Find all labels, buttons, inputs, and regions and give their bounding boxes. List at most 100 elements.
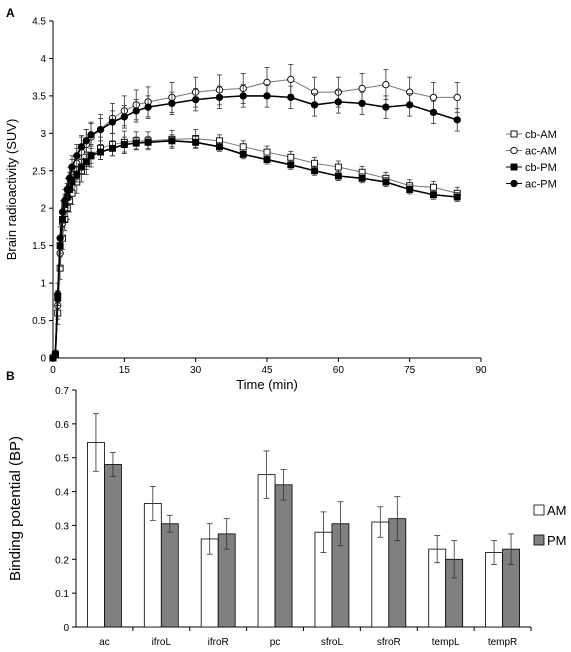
panel-a-point	[287, 153, 295, 161]
panel-a-point	[310, 101, 319, 109]
panel-a-point	[429, 191, 437, 199]
panel-a-point	[239, 143, 247, 151]
panel-a-point	[287, 161, 295, 169]
panel-a-point	[168, 137, 176, 145]
panel-a-point	[406, 101, 414, 109]
panel-b-label: B	[6, 369, 15, 383]
panel-a-point	[51, 350, 60, 358]
panel-a-point	[192, 95, 200, 104]
panel-b-category-label: sfroL	[321, 637, 344, 648]
panel-b-chart: 0 0.1 0.2 0.3 0.4 0.5 0.6 0.7 ac ifroL ifroR pc sfro…	[7, 386, 567, 648]
panel-b-legend-swatch	[533, 504, 545, 516]
panel-a-point	[287, 75, 295, 84]
panel-a-point	[239, 92, 247, 100]
panel-a-y-tick-label: 4	[40, 54, 46, 65]
panel-b-y-tick-label: 0.7	[55, 386, 69, 397]
panel-a-line-cb-PM	[52, 140, 458, 359]
panel-b-y-axis-title: Binding potential (BP)	[7, 436, 24, 581]
panel-b-legend-label: PM	[547, 533, 567, 548]
panel-a-legend-label: ac-AM	[525, 146, 557, 158]
panel-a-point	[73, 152, 81, 160]
panel-a-point	[120, 113, 128, 121]
panel-b-category-label: tempL	[432, 637, 460, 648]
panel-a-point	[132, 107, 140, 115]
panel-a-point	[382, 178, 390, 186]
panel-a-point	[77, 143, 86, 151]
panel-a-series-cb-PM	[49, 134, 461, 362]
panel-a-legend-label: cb-AM	[525, 129, 557, 141]
panel-a-point	[87, 131, 95, 139]
panel-a-point	[453, 193, 461, 201]
panel-b-bar-PM-ac	[104, 464, 122, 628]
panel-b-category-label: ifroR	[208, 637, 229, 648]
panel-b-y-tick-label: 0	[63, 623, 69, 634]
panel-a-legend-marker	[510, 130, 518, 138]
panel-a-point	[263, 156, 271, 163]
panel-a-y-axis-title: Brain radioactivity (SUV)	[4, 119, 19, 261]
panel-a-point	[453, 116, 461, 124]
panel-a-legend-marker	[510, 179, 518, 188]
panel-b-y-tick-label: 0.6	[55, 420, 69, 431]
panel-a-point	[96, 125, 105, 134]
panel-a-y-tick-label: 0	[40, 354, 46, 365]
panel-a-series	[49, 64, 461, 362]
panel-b-category-label: sfroR	[377, 637, 401, 648]
panel-a-point	[61, 197, 69, 205]
panel-a-point	[453, 93, 461, 102]
panel-a-point	[132, 139, 140, 147]
panel-a-point	[63, 185, 71, 194]
panel-a-line-ac-PM	[52, 95, 458, 359]
panel-b-legend-swatch	[533, 534, 545, 546]
panel-a-x-tick-label: 0	[50, 365, 56, 376]
panel-a-point	[429, 183, 437, 191]
panel-a-point	[311, 159, 319, 167]
panel-a-x-axis-title: Time (min)	[236, 377, 298, 392]
panel-a-point	[358, 174, 366, 182]
panel-a-y-tick-label: 0.5	[32, 316, 46, 327]
panel-a-point	[239, 150, 247, 158]
panel-a-point	[429, 93, 438, 102]
panel-a-point	[68, 163, 76, 171]
panel-a-y-tick-label: 3.5	[32, 91, 46, 102]
panel-b-category-label: ifroL	[152, 637, 172, 648]
panel-a-point	[56, 234, 64, 242]
panel-a-point	[58, 208, 67, 216]
panel-b-legend: AM PM	[533, 503, 567, 548]
panel-b-bar-PM-ifroL	[160, 523, 179, 628]
panel-b-y-tick-label: 0.3	[55, 521, 69, 532]
panel-a-point	[263, 92, 271, 100]
panel-a-point	[54, 290, 62, 298]
panel-a-x-tick-label: 30	[190, 365, 202, 376]
panel-a-legend-label: ac-PM	[525, 179, 557, 191]
panel-a-point	[334, 98, 342, 106]
panel-a-point	[97, 148, 105, 156]
panel-b-y-tick-label: 0.1	[55, 589, 69, 600]
panel-a-x-tick-label: 60	[333, 365, 345, 376]
panel-b-bars	[87, 413, 520, 628]
panel-b-y-tick-label: 0.4	[55, 488, 69, 499]
panel-a-label: A	[6, 6, 15, 20]
panel-a-point	[73, 171, 81, 178]
panel-a-point	[120, 141, 128, 149]
panel-a-point	[429, 108, 438, 117]
panel-a-point	[406, 186, 414, 193]
panel-a-point	[334, 163, 342, 171]
panel-a-y-tick-label: 4.5	[32, 17, 46, 28]
panel-a-point	[382, 81, 390, 89]
panel-a-point	[144, 103, 152, 111]
panel-a-legend-label: cb-PM	[525, 162, 557, 174]
panel-a-point	[108, 144, 116, 152]
panel-a-y-tick-label: 2	[40, 204, 46, 215]
panel-a-series-ac-AM	[49, 64, 461, 362]
panel-a-point	[334, 172, 342, 180]
panel-a-y-tick-label: 1	[40, 279, 46, 290]
panel-a-x-tick-label: 75	[404, 365, 416, 376]
panel-a-point	[65, 174, 74, 182]
panel-b-category-label: tempR	[488, 637, 517, 648]
panel-b-y-tick-label: 0.5	[55, 454, 69, 465]
panel-b-category-label: pc	[270, 637, 281, 648]
panel-b-axes: 0 0.1 0.2 0.3 0.4 0.5 0.6 0.7 ac ifroL ifroR pc sfro…	[55, 386, 532, 648]
panel-a-legend: cb-AM ac-AM cb-PM ac-PM	[506, 129, 557, 191]
panel-a-point	[192, 138, 200, 146]
